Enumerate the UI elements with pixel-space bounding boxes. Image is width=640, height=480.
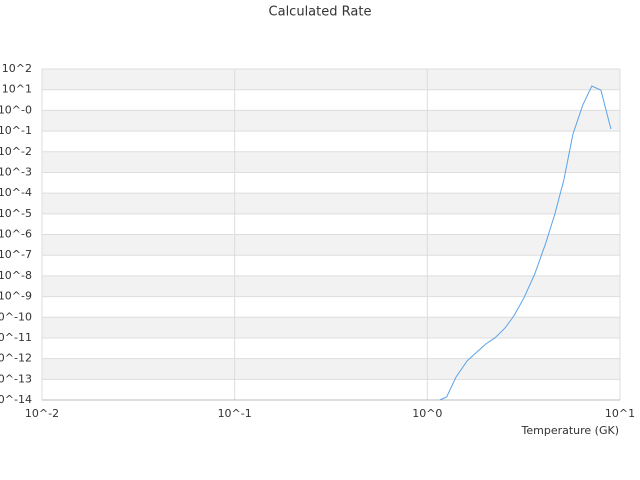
y-tick-label: 10^-4	[0, 186, 32, 199]
y-tick-label: 10^-5	[0, 207, 32, 220]
y-tick-label: 10^-7	[0, 248, 32, 261]
band	[42, 358, 620, 380]
y-tick-label: 10^-11	[0, 331, 32, 344]
band	[42, 151, 620, 173]
y-tick-label: 10^-12	[0, 352, 32, 365]
y-tick-label: 10^-13	[0, 372, 32, 385]
y-tick-label: 10^-1	[0, 124, 32, 137]
band	[42, 275, 620, 297]
y-tick-label: 10^-0	[0, 103, 32, 116]
x-axis-label: Temperature (GK)	[521, 424, 620, 437]
band	[42, 317, 620, 338]
line	[439, 85, 612, 401]
y-tick-label: 10^2	[2, 62, 32, 75]
y-tick-label: 10^-9	[0, 290, 32, 303]
x-tick-label: 10^1	[605, 407, 635, 420]
chart-title: Calculated Rate	[269, 5, 372, 20]
x-tick-label: 10^-2	[25, 407, 59, 420]
y-tick-label: 10^-6	[0, 228, 32, 241]
y-tick-label: 10^-8	[0, 269, 32, 282]
x-tick-label: 10^0	[412, 407, 442, 420]
y-tick-label: 10^-10	[0, 310, 32, 323]
y-tick-label: 10^1	[2, 83, 32, 96]
band	[42, 234, 620, 256]
x-tick-label: 10^-1	[218, 407, 252, 420]
y-tick-label: 10^-14	[0, 393, 32, 406]
y-tick-label: 10^-3	[0, 165, 32, 178]
band	[42, 110, 620, 132]
band	[42, 193, 620, 214]
band	[42, 69, 620, 90]
y-tick-label: 10^-2	[0, 145, 32, 158]
